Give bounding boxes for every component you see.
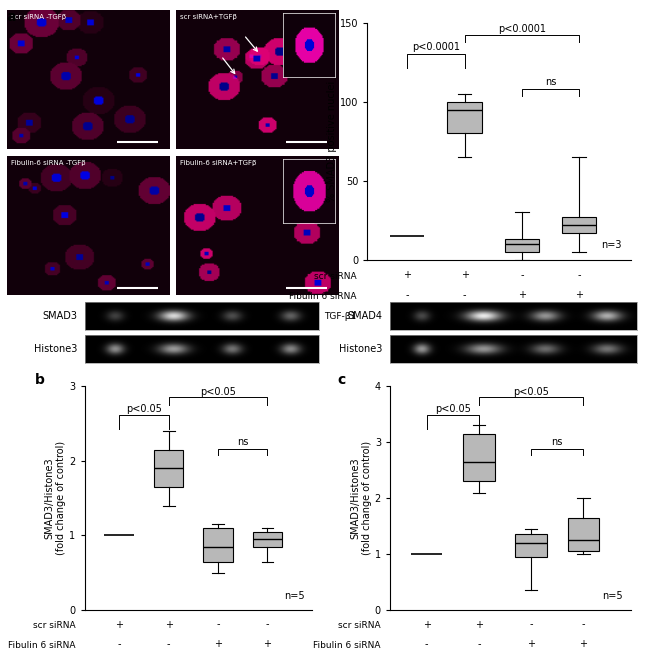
Text: -: - (463, 290, 466, 300)
Bar (203, 528, 233, 561)
Text: n=5: n=5 (284, 591, 305, 601)
Text: p<0.05: p<0.05 (514, 387, 549, 397)
Y-axis label: % SMAD3 positive nuclei: % SMAD3 positive nuclei (327, 80, 337, 202)
Text: Fibulin-6 siRNA+TGFβ: Fibulin-6 siRNA+TGFβ (181, 160, 257, 166)
Text: scr siRNA+TGFβ: scr siRNA+TGFβ (181, 14, 237, 20)
Text: Fibulin 6 siRNA: Fibulin 6 siRNA (313, 641, 380, 649)
Text: -: - (406, 310, 409, 320)
Text: SMAD4: SMAD4 (348, 311, 383, 321)
Text: Fibulin 6 siRNA: Fibulin 6 siRNA (8, 641, 75, 649)
Text: ns: ns (237, 437, 248, 447)
Text: TGF-β1: TGF-β1 (324, 312, 357, 321)
Text: +: + (164, 620, 173, 630)
Text: SMAD3: SMAD3 (42, 311, 77, 321)
Text: ns: ns (545, 77, 556, 88)
Text: -: - (167, 639, 170, 648)
Text: +: + (115, 620, 123, 630)
Text: -: - (529, 620, 533, 630)
Text: a: a (6, 10, 16, 24)
Text: scr siRNA: scr siRNA (314, 272, 357, 280)
Text: ns: ns (552, 437, 563, 447)
Bar (515, 535, 547, 557)
Text: scr siRNA: scr siRNA (32, 622, 75, 630)
Bar (463, 434, 495, 482)
Text: -: - (216, 620, 220, 630)
Text: n=5: n=5 (602, 591, 623, 601)
Text: p<0.05: p<0.05 (435, 404, 471, 414)
Text: -: - (582, 620, 585, 630)
Text: p<0.0001: p<0.0001 (412, 42, 460, 53)
Text: scr siRNA -TGFβ: scr siRNA -TGFβ (12, 14, 66, 20)
Text: +: + (579, 639, 588, 648)
Text: +: + (263, 639, 272, 648)
Y-axis label: SMAD3/Histone3
(fold change of control): SMAD3/Histone3 (fold change of control) (350, 441, 372, 555)
Text: -: - (425, 639, 428, 648)
Text: +: + (403, 270, 411, 280)
Text: Fibulin 6 siRNA: Fibulin 6 siRNA (289, 292, 357, 301)
Text: +: + (575, 310, 583, 320)
Bar (567, 518, 599, 551)
Text: p<0.05: p<0.05 (200, 387, 236, 397)
Text: +: + (214, 639, 222, 648)
Text: Histone3: Histone3 (339, 345, 383, 354)
Bar (154, 450, 183, 487)
Text: +: + (518, 290, 526, 300)
Text: b: b (34, 373, 44, 387)
Text: scr siRNA: scr siRNA (338, 622, 380, 630)
Text: p<0.0001: p<0.0001 (498, 24, 546, 34)
Text: +: + (527, 639, 535, 648)
Text: Histone3: Histone3 (34, 345, 77, 354)
Text: +: + (461, 310, 469, 320)
Text: +: + (475, 620, 483, 630)
Text: Fibulin-6 siRNA -TGFβ: Fibulin-6 siRNA -TGFβ (12, 160, 86, 166)
Bar (504, 239, 539, 252)
Text: -: - (406, 290, 409, 300)
Text: c: c (337, 373, 345, 387)
Text: n=3: n=3 (601, 240, 622, 250)
Text: p<0.05: p<0.05 (126, 404, 162, 414)
Text: -: - (520, 270, 523, 280)
Text: +: + (422, 620, 430, 630)
Text: -: - (266, 620, 269, 630)
Y-axis label: SMAD3/Histone3
(fold change of control): SMAD3/Histone3 (fold change of control) (45, 441, 66, 555)
Text: -: - (577, 270, 580, 280)
Text: -: - (520, 310, 523, 320)
Bar (253, 532, 282, 546)
Bar (562, 217, 596, 233)
Text: -: - (477, 639, 480, 648)
Text: +: + (461, 270, 469, 280)
Text: +: + (575, 290, 583, 300)
Bar (447, 102, 482, 133)
Text: -: - (118, 639, 121, 648)
